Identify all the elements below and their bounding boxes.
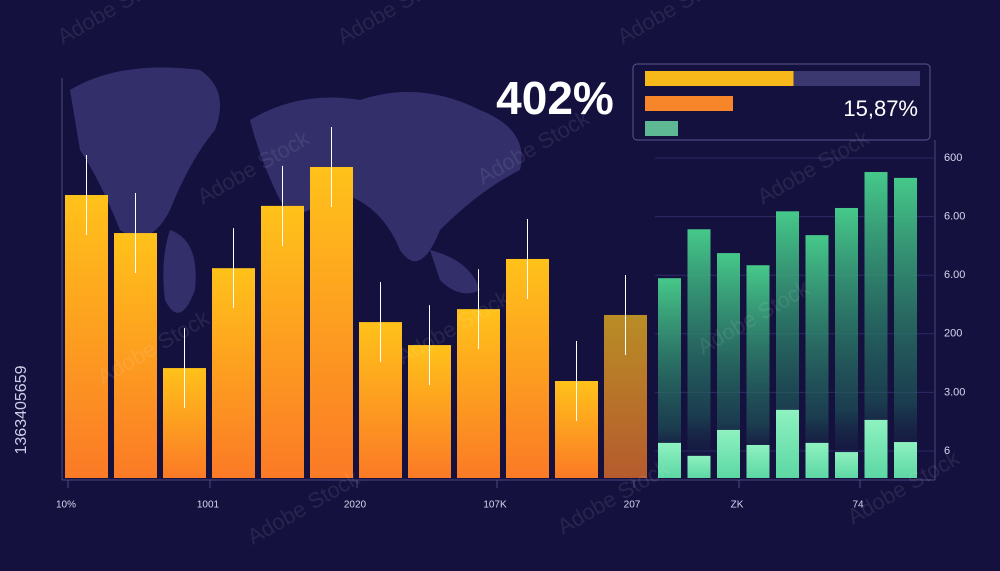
y2-label: 3.00 bbox=[944, 386, 965, 398]
bar bbox=[835, 207, 858, 479]
bar bbox=[894, 442, 917, 478]
bar bbox=[65, 195, 108, 479]
bar bbox=[864, 172, 888, 479]
x-label: 107K bbox=[483, 500, 507, 511]
bar bbox=[658, 442, 681, 478]
y2-label: 6.00 bbox=[944, 269, 965, 281]
x-label: 207 bbox=[624, 500, 641, 511]
bar bbox=[805, 235, 829, 478]
bar bbox=[835, 452, 858, 478]
panel-value: 15,87% bbox=[843, 96, 918, 121]
bar bbox=[717, 429, 740, 478]
x-label: 10% bbox=[56, 500, 76, 511]
x-label: 1001 bbox=[197, 500, 220, 511]
panel-bar bbox=[645, 96, 733, 111]
bar bbox=[687, 455, 711, 478]
panel-bar bbox=[645, 71, 794, 86]
x-label: 2020 bbox=[344, 500, 367, 511]
panel-bar bbox=[645, 121, 678, 136]
x-label: ZK bbox=[731, 500, 744, 511]
bar bbox=[687, 229, 711, 478]
world-map bbox=[70, 67, 522, 313]
bar bbox=[114, 233, 157, 478]
bar bbox=[805, 442, 829, 478]
y2-label: 200 bbox=[944, 328, 962, 340]
y2-label: 6.00 bbox=[944, 211, 965, 223]
bar bbox=[658, 278, 681, 478]
headline: 402% bbox=[496, 72, 614, 124]
bar bbox=[776, 409, 799, 478]
y2-label: 6 bbox=[944, 445, 950, 457]
stock-id: 1363405659 bbox=[13, 365, 30, 454]
panel bbox=[632, 63, 931, 141]
bar bbox=[864, 419, 888, 478]
bar bbox=[746, 444, 770, 478]
x-label: 74 bbox=[852, 500, 864, 511]
bar bbox=[746, 265, 770, 478]
y2-label: 600 bbox=[944, 152, 962, 164]
bar bbox=[717, 253, 740, 478]
bar bbox=[894, 177, 917, 478]
bar bbox=[310, 167, 353, 478]
bar bbox=[261, 205, 304, 478]
